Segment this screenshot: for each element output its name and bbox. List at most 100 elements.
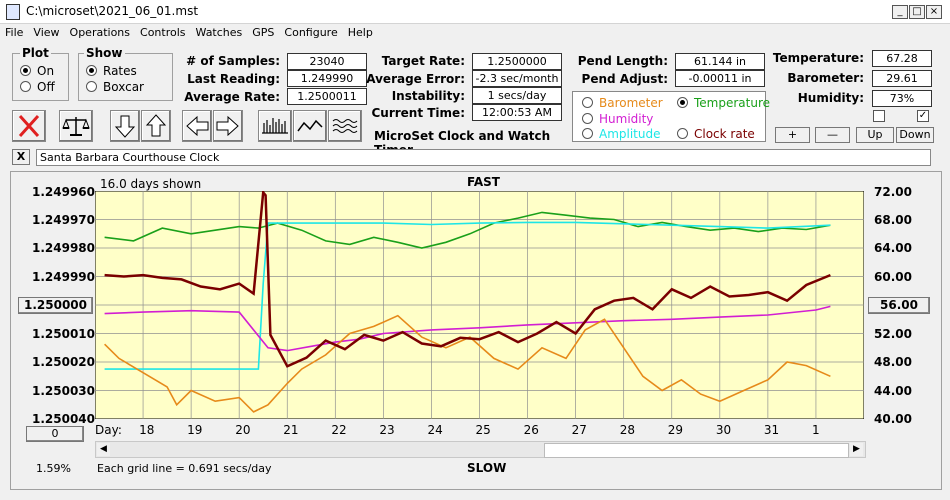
radio-selected-icon <box>677 97 688 108</box>
barometer-label: Barometer: <box>787 71 864 85</box>
left-bottom-button[interactable]: 0 <box>26 426 84 442</box>
sensor-clock-rate-radio[interactable]: Clock rate <box>677 127 755 141</box>
left-center-button[interactable]: 1.250000 <box>18 297 93 314</box>
arrow-up-icon <box>145 114 167 137</box>
x-tick-label: 21 <box>283 423 299 437</box>
show-rates-radio[interactable]: Rates <box>86 64 137 78</box>
menu-gps[interactable]: GPS <box>252 26 275 39</box>
target-rate-value[interactable]: 1.2500000 <box>472 53 562 70</box>
right-tick: 68.00 <box>874 213 912 227</box>
move-up-button[interactable] <box>141 110 171 142</box>
sensor-down-button[interactable]: Down <box>896 127 934 143</box>
sensor-up-button[interactable]: Up <box>856 127 894 143</box>
plot-group-title: Plot <box>20 46 51 60</box>
sensor-barometer-radio[interactable]: Barometer <box>582 96 663 110</box>
x-tick-label: 18 <box>139 423 155 437</box>
pend-length-value[interactable]: 61.144 in <box>675 53 765 70</box>
x-tick-label: 23 <box>379 423 395 437</box>
x-tick-label: 20 <box>235 423 251 437</box>
left-tick: 1.250030 <box>32 384 96 398</box>
bar-graph-icon <box>262 118 288 134</box>
menu-watches[interactable]: Watches <box>195 26 243 39</box>
red-x-icon <box>18 114 40 138</box>
x-tick-label: 19 <box>187 423 203 437</box>
checkbox-left[interactable] <box>873 110 885 122</box>
right-tick: 40.00 <box>874 412 912 426</box>
clock-name-field[interactable]: Santa Barbara Courthouse Clock <box>36 149 931 166</box>
humidity-label: Humidity: <box>797 91 864 105</box>
instability-value: 1 secs/day <box>472 87 562 104</box>
menu-file[interactable]: File <box>5 26 24 39</box>
right-tick: 72.00 <box>874 185 912 199</box>
move-down-button[interactable] <box>110 110 140 142</box>
bar-view-button[interactable] <box>258 110 292 142</box>
x-tick-label: 25 <box>475 423 491 437</box>
scroll-left-button[interactable] <box>182 110 212 142</box>
wave-view-button[interactable] <box>328 110 362 142</box>
sensor-amplitude-radio[interactable]: Amplitude <box>582 127 661 141</box>
series-line-amplitude <box>104 221 831 370</box>
current-time-label: Current Time: <box>371 106 465 120</box>
right-tick: 52.00 <box>874 327 912 341</box>
menu-view[interactable]: View <box>33 26 60 39</box>
line-view-button[interactable] <box>293 110 327 142</box>
sensor-minus-button[interactable]: — <box>815 127 850 143</box>
radio-icon <box>86 81 97 92</box>
close-window-button[interactable]: × <box>926 5 942 19</box>
horizontal-scrollbar[interactable]: ◀ ▶ <box>95 441 866 458</box>
show-boxcar-radio[interactable]: Boxcar <box>86 80 144 94</box>
maximize-button[interactable]: □ <box>909 5 925 19</box>
scroll-right-button[interactable] <box>213 110 243 142</box>
menu-help[interactable]: Help <box>347 26 373 39</box>
right-tick: 60.00 <box>874 270 912 284</box>
arrow-right-icon <box>216 115 239 137</box>
samples-label: # of Samples: <box>186 54 280 68</box>
sensor-humidity-radio[interactable]: Humidity <box>582 112 653 126</box>
left-tick: 1.249990 <box>32 270 96 284</box>
scroll-left-arrow-icon[interactable]: ◀ <box>97 443 110 456</box>
status-percent: 1.59% <box>36 462 71 475</box>
window-title: C:\microset\2021_06_01.mst <box>26 4 199 18</box>
radio-icon <box>582 97 593 108</box>
x-tick-label: 22 <box>331 423 347 437</box>
x-tick-label: 26 <box>523 423 539 437</box>
menu-controls[interactable]: Controls <box>140 26 186 39</box>
clear-clock-button[interactable]: X <box>12 149 30 165</box>
barometer-value: 29.61 <box>872 70 932 87</box>
average-rate-label: Average Rate: <box>184 90 280 104</box>
menu-bar: File View Operations Controls Watches GPS Conf… <box>0 24 950 42</box>
radio-selected-icon <box>86 65 97 76</box>
x-tick-label: 30 <box>715 423 732 437</box>
stop-button[interactable] <box>12 110 46 142</box>
checkbox-right-checked[interactable]: ✓ <box>917 110 929 122</box>
temperature-value: 67.28 <box>872 50 932 67</box>
minimize-button[interactable]: _ <box>892 5 908 19</box>
x-tick-label: 28 <box>619 423 635 437</box>
right-center-button[interactable]: 56.00 <box>868 297 930 314</box>
menu-configure[interactable]: Configure <box>284 26 338 39</box>
radio-icon <box>677 128 688 139</box>
sensor-temperature-radio[interactable]: Temperature <box>677 96 770 110</box>
right-tick: 44.00 <box>874 384 912 398</box>
series-line-clock-rate <box>104 191 831 368</box>
instability-label: Instability: <box>391 89 465 103</box>
pend-adjust-label: Pend Adjust: <box>581 72 668 86</box>
left-tick: 1.249960 <box>32 185 96 199</box>
chart-frame <box>10 171 942 490</box>
plot-off-radio[interactable]: Off <box>20 80 55 94</box>
balance-button[interactable] <box>59 110 93 142</box>
samples-value: 23040 <box>287 53 367 70</box>
scale-icon <box>62 117 90 136</box>
plot-on-radio[interactable]: On <box>20 64 54 78</box>
radio-icon <box>20 81 31 92</box>
slow-label: SLOW <box>467 461 507 475</box>
x-tick-label: 1 <box>811 423 820 437</box>
menu-operations[interactable]: Operations <box>69 26 131 39</box>
radio-icon <box>582 128 593 139</box>
scroll-right-arrow-icon[interactable]: ▶ <box>850 443 863 456</box>
sensor-plus-button[interactable]: + <box>775 127 810 143</box>
last-reading-label: Last Reading: <box>187 72 280 86</box>
grid-footnote: Each grid line = 0.691 secs/day <box>97 462 272 475</box>
series-line-humidity <box>104 305 831 352</box>
scrollbar-thumb[interactable] <box>544 443 849 458</box>
